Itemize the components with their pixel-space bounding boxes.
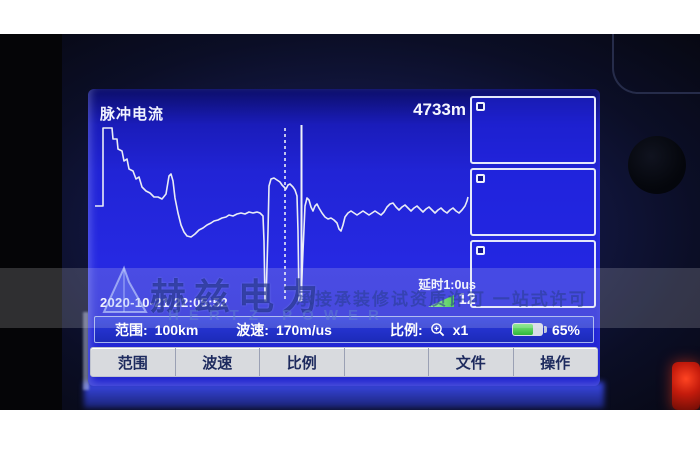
pulse-current-trace [95, 127, 469, 302]
range-value: 100km [154, 321, 199, 338]
range-button[interactable]: 范围 [91, 348, 176, 376]
checkbox-icon[interactable] [476, 174, 485, 183]
wave-speed-label: 波速: [236, 321, 269, 338]
trace-slot-3[interactable] [470, 240, 596, 308]
blank-button[interactable] [345, 348, 429, 376]
operate-button[interactable]: 操作 [540, 354, 571, 372]
cursor-distance-readout: 4733m [413, 100, 466, 119]
wave-speed-parameter: 波速: 170m/us [236, 320, 332, 340]
screen-bottom-glow [84, 382, 604, 408]
rotary-knob[interactable] [628, 136, 686, 194]
trace-slot-1[interactable] [470, 96, 596, 164]
scale-parameter: 比例: x1 [390, 320, 468, 340]
battery-status: 65% [511, 321, 580, 338]
wave-speed-value: 170m/us [275, 321, 332, 338]
range-label: 范围: [115, 321, 148, 338]
wave-speed-button[interactable]: 波速 [176, 348, 260, 376]
checkbox-icon[interactable] [476, 102, 485, 111]
signal-strength-icon [428, 295, 454, 307]
signal-counter: 12 [428, 291, 476, 308]
scale-label: 比例: [389, 321, 423, 338]
parameter-bar: 范围: 100km 波速: 170m/us 比例: x1 6 [94, 316, 594, 343]
signal-count-value: 12 [458, 291, 476, 308]
delay-readout: 延时1:0us [418, 278, 476, 292]
checkbox-icon[interactable] [476, 246, 485, 255]
scale-button[interactable]: 比例 [260, 348, 345, 376]
zoom-in-icon [430, 322, 444, 336]
screen-edge-highlight [83, 312, 89, 390]
trace-title: 脉冲电流 [100, 106, 165, 123]
file-button[interactable]: 文件 [429, 348, 514, 376]
battery-tip [543, 326, 547, 333]
red-led-indicator [672, 362, 700, 410]
photo-dark-background [0, 34, 62, 410]
datetime-readout: 2020-10-21 22:05:52 [100, 295, 228, 310]
softkey-bar: 范围 波速 比例 文件 操作 [90, 347, 598, 377]
trace-slot-panels [470, 96, 596, 308]
device-edge-outline [612, 34, 700, 94]
waveform-plot [95, 125, 469, 302]
range-parameter: 范围: 100km [115, 320, 198, 340]
battery-icon [511, 323, 543, 336]
device-photo: 脉冲电流 4733m 延时1:0us 2020-10-21 22:05:52 1… [0, 34, 700, 410]
trace-slot-2[interactable] [470, 168, 596, 236]
scale-value: x1 [452, 321, 469, 338]
tdr-screen: 脉冲电流 4733m 延时1:0us 2020-10-21 22:05:52 1… [88, 89, 600, 386]
battery-percent: 65% [551, 321, 580, 338]
